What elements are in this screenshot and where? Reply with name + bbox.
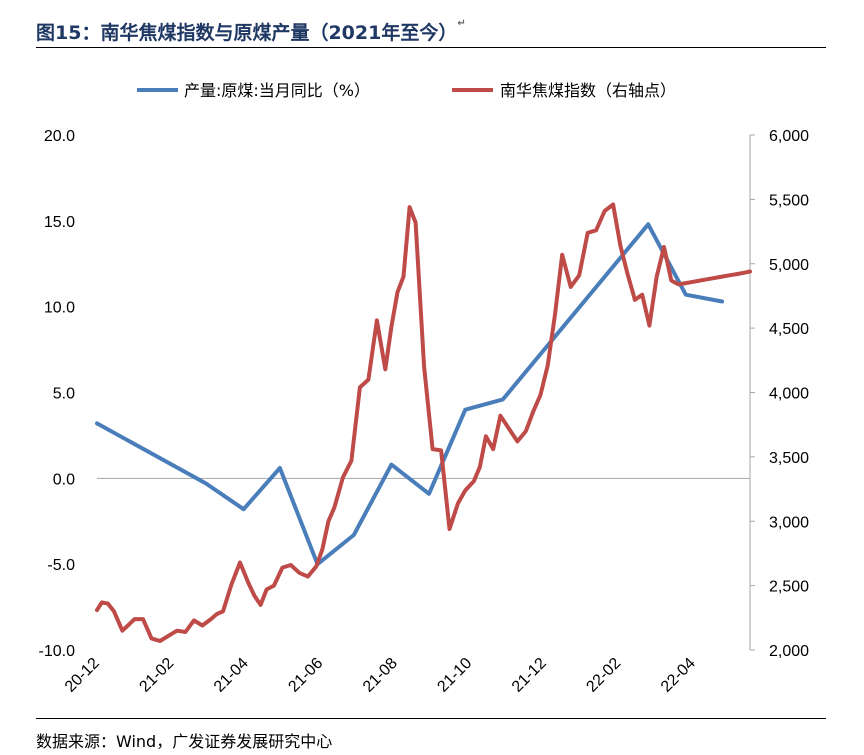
left-tick-label: 15.0	[44, 214, 75, 231]
source-note: 数据来源：Wind，广发证券发展研究中心	[36, 732, 333, 751]
left-tick-label: 0.0	[53, 471, 75, 488]
right-tick-label: 5,000	[769, 257, 809, 274]
x-tick-label: 22-04	[658, 655, 699, 696]
series-line-coking-coal-index	[95, 202, 752, 643]
right-tick-label: 6,000	[769, 128, 809, 145]
legend-label: 南华焦煤指数（右轴点）	[500, 81, 676, 100]
x-tick-label: 21-02	[136, 655, 177, 696]
left-tick-label: 10.0	[44, 300, 75, 317]
legend: 产量:原煤:当月同比（%） 南华焦煤指数（右轴点）	[137, 81, 676, 100]
x-tick-label: 21-10	[434, 655, 475, 696]
x-tick-label: 22-02	[583, 655, 624, 696]
series-lines	[95, 202, 752, 643]
x-tick-label: 21-12	[509, 655, 550, 696]
axes: 20.0 15.0 10.0 5.0 0.0 -5.0 -10.0 6,000 5,500 5,0…	[39, 128, 810, 696]
x-tick-label: 21-08	[360, 655, 401, 696]
right-tick-label: 4,000	[769, 386, 809, 403]
right-tick-label: 4,500	[769, 321, 809, 338]
title-divider	[36, 47, 826, 48]
left-tick-label: 5.0	[53, 386, 75, 403]
x-tick-label: 20-12	[62, 655, 103, 696]
paragraph-mark-icon: ↵	[457, 18, 466, 29]
right-tick-label: 2,500	[769, 579, 809, 596]
right-tick-label: 3,000	[769, 514, 809, 531]
right-tick-label: 3,500	[769, 450, 809, 467]
chart-title: 图15：南华焦煤指数与原煤产量（2021年至今） ↵	[36, 18, 466, 45]
x-tick-label: 21-04	[211, 655, 252, 696]
footer-divider	[36, 718, 826, 719]
left-tick-label: -5.0	[47, 557, 75, 574]
chart-title-text: 图15：南华焦煤指数与原煤产量（2021年至今）	[36, 22, 458, 44]
right-tick-label: 5,500	[769, 192, 809, 209]
legend-label: 产量:原煤:当月同比（%）	[184, 81, 370, 100]
left-tick-label: 20.0	[44, 128, 75, 145]
left-tick-label: -10.0	[39, 643, 76, 660]
right-tick-label: 2,000	[769, 643, 809, 660]
series-line-output-yoy	[95, 222, 725, 567]
x-tick-label: 21-06	[285, 655, 326, 696]
